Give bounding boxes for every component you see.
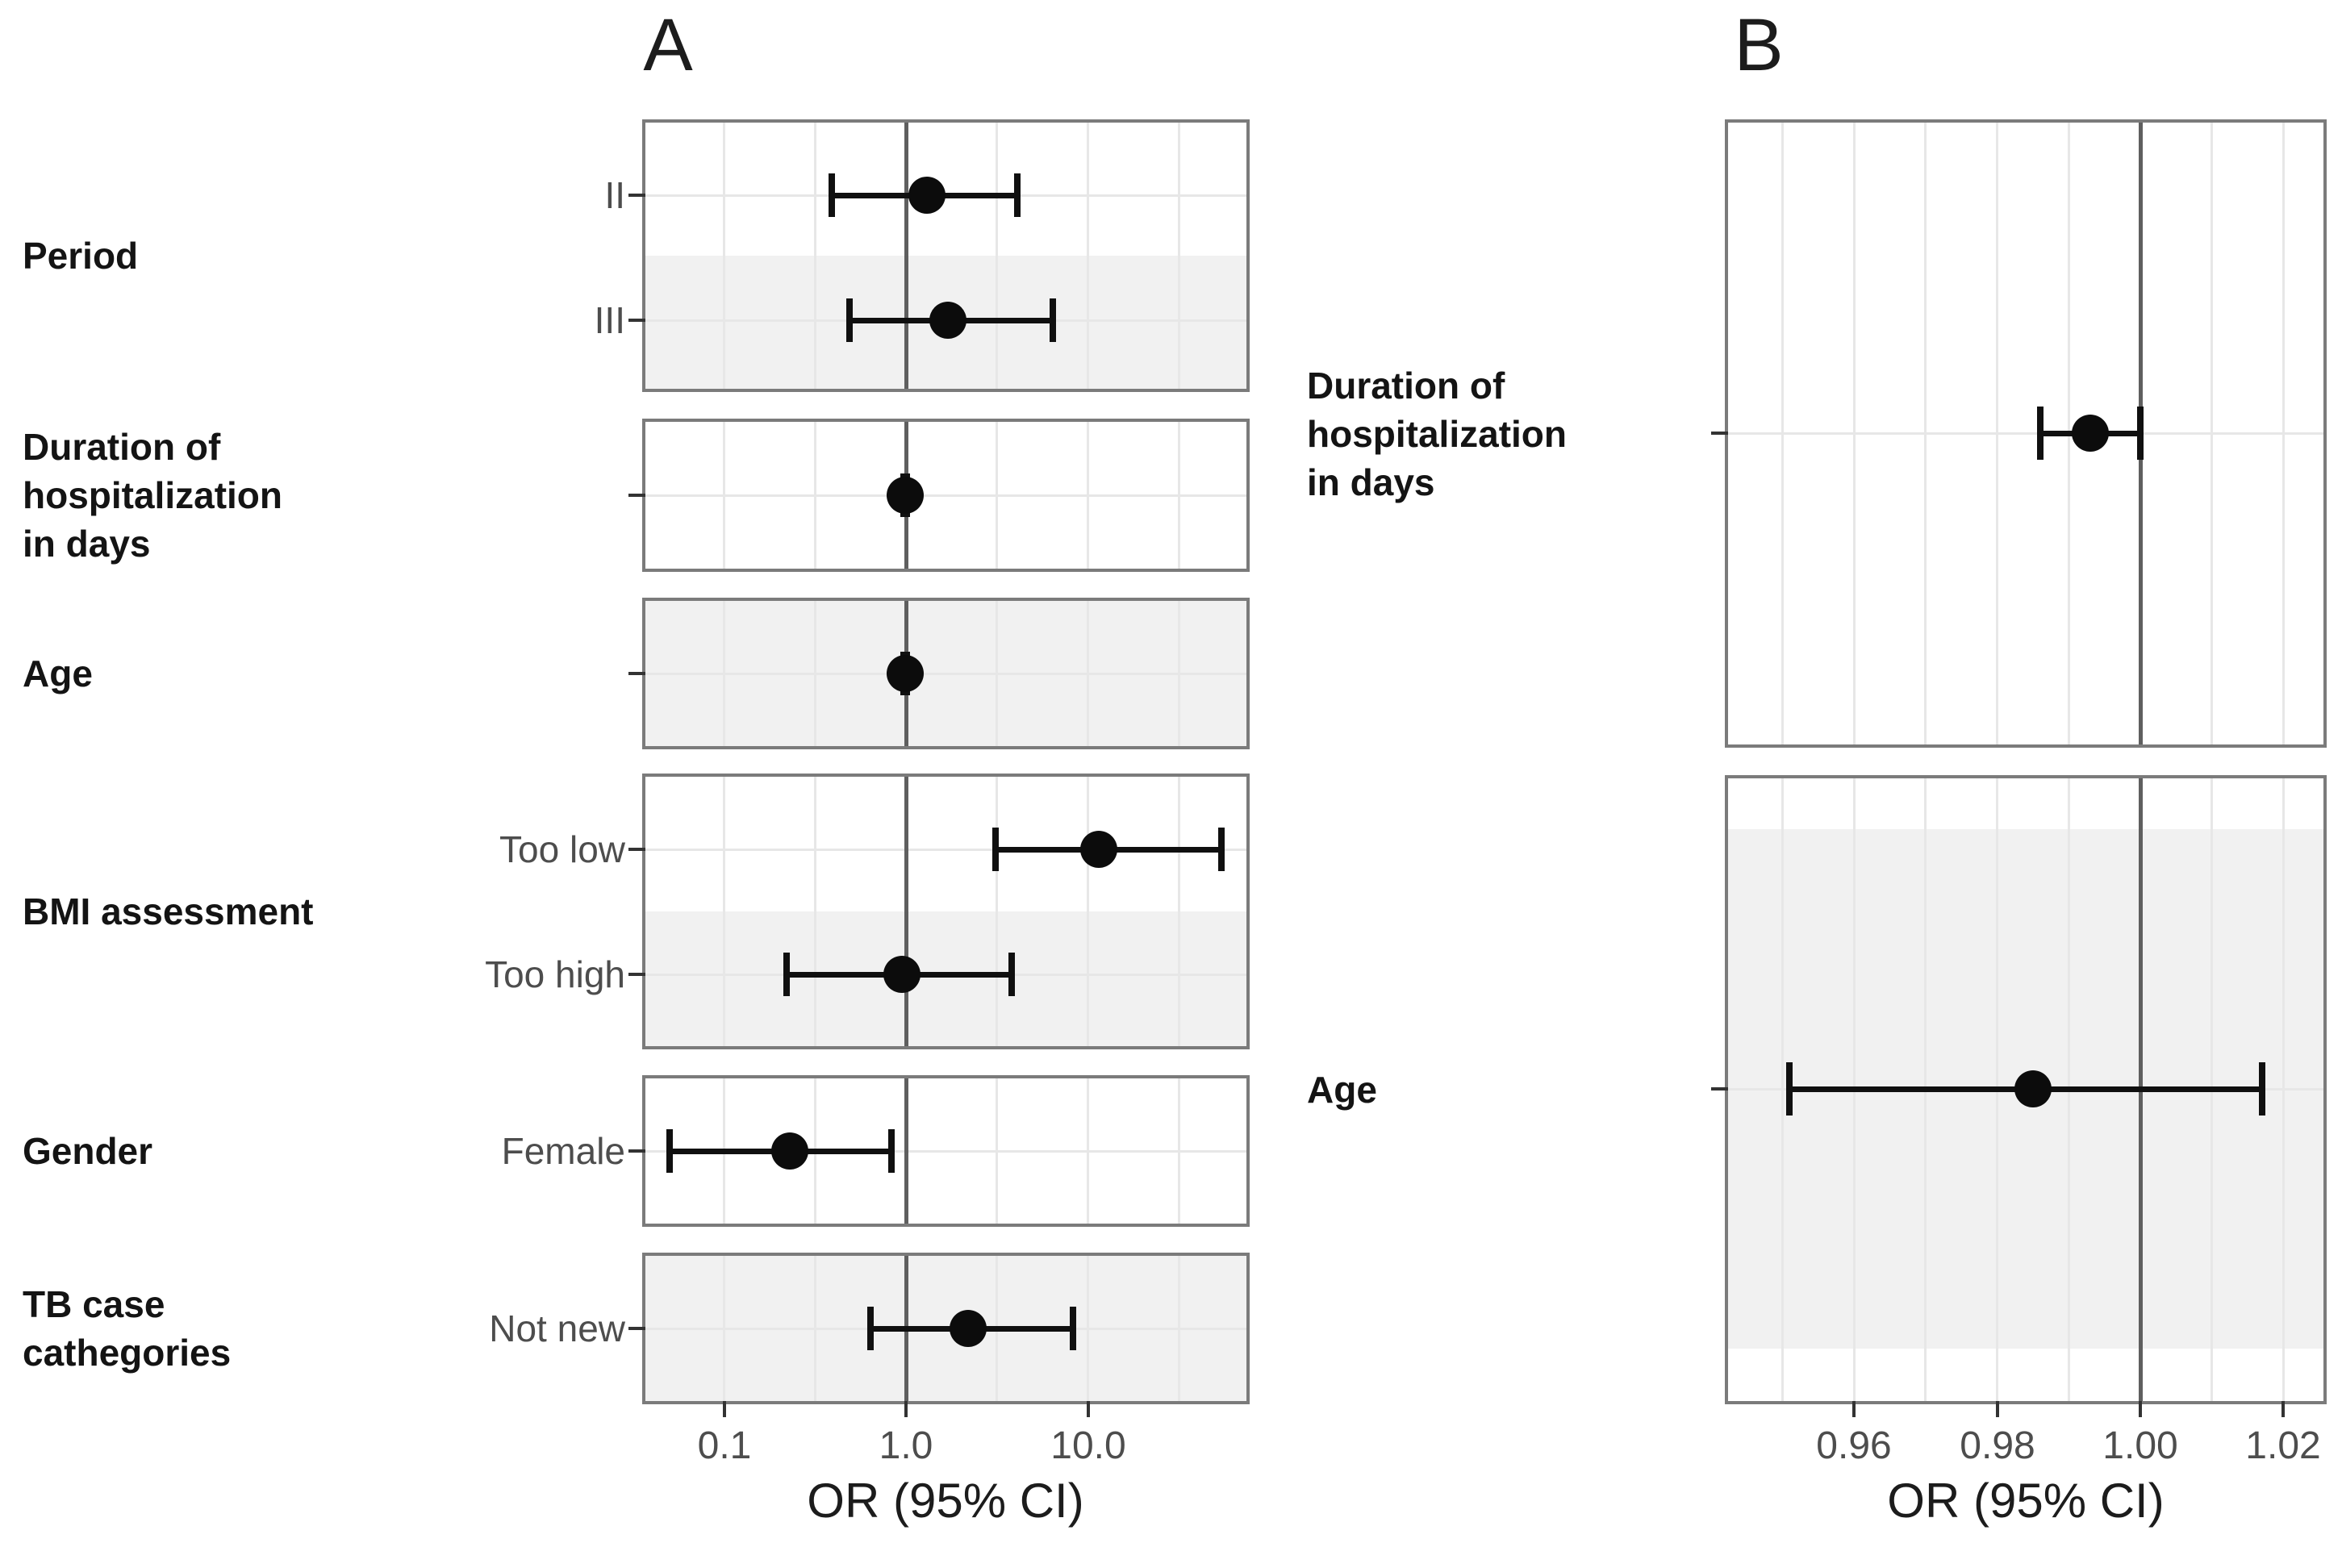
or-point xyxy=(1080,831,1117,868)
minor-gridline xyxy=(1178,123,1180,389)
or-point xyxy=(771,1132,808,1170)
row-gridline xyxy=(645,673,1246,675)
or-point xyxy=(2014,1070,2052,1107)
panel-border xyxy=(1725,119,2327,748)
x-axis-tick xyxy=(1852,1401,1856,1417)
ci-cap-low xyxy=(846,298,853,342)
group-label: Duration of hospitalization in days xyxy=(23,426,282,565)
x-tick-label: 0.1 xyxy=(697,1424,752,1467)
ci-cap-low xyxy=(2037,407,2044,460)
row-axis-tick xyxy=(628,1149,645,1153)
ci-cap-low xyxy=(1786,1062,1793,1116)
ci-cap-high xyxy=(2259,1062,2265,1116)
row-axis-tick xyxy=(628,973,645,976)
shaded-row-band xyxy=(645,911,1246,1046)
group-label: Age xyxy=(23,653,93,694)
row-gridline xyxy=(645,1150,1246,1153)
minor-gridline xyxy=(814,777,816,1046)
panel-border xyxy=(642,419,1250,572)
ci-cap-high xyxy=(888,1129,895,1173)
reference-line xyxy=(904,123,908,389)
ci-cap-low xyxy=(992,828,999,871)
ci-cap-high xyxy=(1070,1307,1076,1350)
or-point xyxy=(950,1310,987,1347)
minor-gridline xyxy=(1087,123,1089,389)
row-axis-tick xyxy=(1711,1087,1728,1091)
or-point xyxy=(908,177,946,214)
row-label: Female xyxy=(501,1130,625,1172)
minor-gridline xyxy=(723,777,725,1046)
x-axis-title-panel-a: OR (95% CI) xyxy=(807,1474,1084,1528)
row-axis-tick xyxy=(1711,432,1728,435)
x-axis-tick xyxy=(723,1401,726,1417)
row-label: III xyxy=(594,299,625,341)
row-gridline xyxy=(1728,432,2323,435)
x-tick-label: 1.0 xyxy=(879,1424,933,1467)
row-axis-tick xyxy=(628,494,645,497)
panel-a-letter: A xyxy=(643,4,693,86)
or-point xyxy=(887,477,924,514)
minor-gridline xyxy=(723,123,725,389)
ci-cap-high xyxy=(1008,953,1015,996)
x-tick-label: 0.98 xyxy=(1960,1424,2035,1467)
row-label: II xyxy=(604,174,625,216)
group-label: Age xyxy=(1307,1069,1377,1111)
row-gridline xyxy=(645,849,1246,851)
or-point xyxy=(2072,415,2109,452)
ci-cap-high xyxy=(1014,173,1021,217)
x-tick-label: 1.00 xyxy=(2102,1424,2178,1467)
row-label: Too high xyxy=(485,953,625,995)
row-axis-tick xyxy=(628,848,645,851)
row-axis-tick xyxy=(628,1327,645,1330)
row-axis-tick xyxy=(628,672,645,675)
ci-cap-high xyxy=(1050,298,1056,342)
row-label: Not new xyxy=(489,1307,625,1349)
row-label: Too low xyxy=(499,828,625,870)
minor-gridline xyxy=(1087,777,1089,1046)
or-point xyxy=(883,956,921,993)
row-axis-tick xyxy=(628,319,645,322)
panel-border xyxy=(642,119,1250,392)
minor-gridline xyxy=(996,777,998,1046)
x-axis-title-panel-b: OR (95% CI) xyxy=(1887,1474,2165,1528)
x-axis-tick xyxy=(2281,1401,2285,1417)
minor-gridline xyxy=(814,123,816,389)
row-gridline xyxy=(645,494,1246,497)
x-tick-label: 0.96 xyxy=(1816,1424,1892,1467)
x-tick-label: 10.0 xyxy=(1050,1424,1126,1467)
group-label: BMI assessment xyxy=(23,890,314,932)
ci-cap-low xyxy=(783,953,790,996)
row-axis-tick xyxy=(628,194,645,197)
group-label: TB case cathegories xyxy=(23,1283,232,1374)
x-axis-tick xyxy=(1996,1401,1999,1417)
minor-gridline xyxy=(996,123,998,389)
x-axis-tick xyxy=(904,1401,908,1417)
panel-border xyxy=(642,774,1250,1049)
group-label: Period xyxy=(23,235,139,277)
reference-line xyxy=(904,777,908,1046)
group-label: Duration of hospitalization in days xyxy=(1307,365,1567,503)
reference-line xyxy=(904,1078,908,1224)
ci-cap-high xyxy=(1218,828,1225,871)
ci-cap-high xyxy=(2137,407,2144,460)
ci-cap-low xyxy=(829,173,835,217)
group-label: Gender xyxy=(23,1130,153,1172)
x-tick-label: 1.02 xyxy=(2245,1424,2321,1467)
or-point xyxy=(887,655,924,692)
x-axis-tick xyxy=(1087,1401,1090,1417)
x-axis-tick xyxy=(2139,1401,2142,1417)
or-point xyxy=(929,302,966,339)
panel-border xyxy=(642,598,1250,749)
panel-b-letter: B xyxy=(1734,4,1784,86)
minor-gridline xyxy=(1178,777,1180,1046)
ci-cap-low xyxy=(867,1307,874,1350)
ci-cap-low xyxy=(666,1129,673,1173)
